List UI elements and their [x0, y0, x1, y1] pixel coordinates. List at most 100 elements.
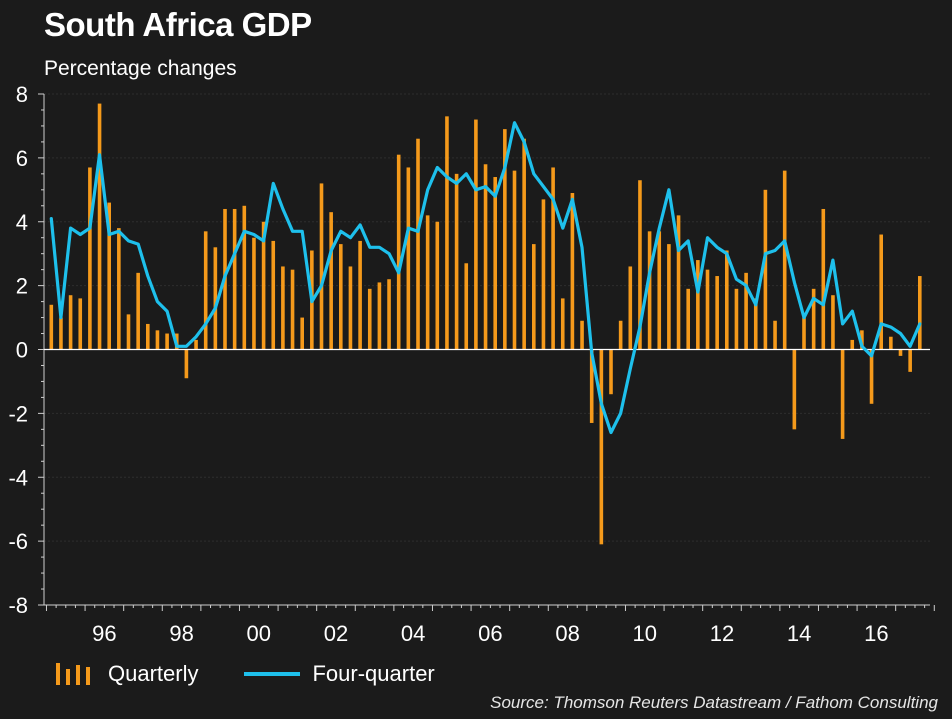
x-tick-label: 06 [478, 621, 502, 646]
quarterly-bar [396, 154, 401, 350]
quarterly-bar [213, 247, 218, 350]
quarterly-bar [898, 349, 903, 356]
quarterly-bar [589, 349, 594, 423]
quarterly-bar [831, 295, 835, 350]
y-tick-label: 8 [16, 82, 28, 107]
quarterly-bar [609, 349, 613, 395]
quarterly-bar [850, 339, 855, 350]
quarterly-bar [503, 129, 507, 350]
quarterly-bar [551, 167, 555, 350]
quarterly-bar [811, 288, 816, 350]
source-note: Source: Thomson Reuters Datastream / Fat… [490, 693, 938, 712]
x-tick-label: 08 [555, 621, 579, 646]
quarterly-bar [445, 116, 449, 350]
y-tick-label: -6 [8, 529, 28, 554]
legend-item-four-quarter[interactable]: Four-quarter [244, 661, 435, 687]
quarterly-bar [821, 208, 826, 350]
quarterly-bar [271, 240, 276, 350]
y-tick-label: 0 [16, 338, 28, 363]
quarterly-bars-icon [56, 663, 96, 685]
quarterly-bar [329, 212, 333, 350]
quarterly-bar [406, 167, 411, 350]
quarterly-bar [155, 330, 160, 350]
quarterly-bar [319, 183, 324, 350]
chart-title: South Africa GDP [44, 6, 312, 43]
quarterly-bar [97, 103, 102, 350]
quarterly-bar [117, 228, 121, 350]
quarterly-bar [773, 320, 777, 350]
x-tick-label: 12 [710, 621, 734, 646]
quarterly-bar [686, 288, 690, 350]
quarterly-bar [435, 221, 440, 350]
x-tick-label: 04 [401, 621, 425, 646]
quarterly-bar [532, 244, 536, 350]
quarterly-bar [146, 323, 150, 350]
quarterly-bar [300, 317, 304, 350]
quarterly-bar [753, 298, 758, 350]
quarterly-bar [599, 349, 604, 545]
quarterly-bar [667, 244, 671, 350]
quarterly-bar [725, 250, 729, 350]
quarterly-bar [734, 288, 739, 350]
four-quarter-line-icon [244, 672, 301, 676]
quarterly-bar [763, 189, 768, 350]
quarterly-bar [232, 208, 237, 350]
x-tick-label: 00 [247, 621, 271, 646]
quarterly-bar [367, 288, 372, 350]
quarterly-bar [49, 304, 54, 350]
quarterly-bar [126, 314, 131, 350]
quarterly-bar [290, 269, 295, 350]
quarterly-bar [869, 349, 874, 404]
quarterly-bar [184, 349, 189, 379]
quarterly-bar [638, 180, 642, 350]
legend-label-four-quarter: Four-quarter [312, 661, 435, 686]
quarterly-bar [541, 199, 546, 350]
quarterly-bar [464, 263, 469, 350]
quarterly-bar [628, 266, 633, 350]
quarterly-bar [474, 119, 478, 350]
quarterly-bar [136, 272, 140, 350]
y-tick-label: 6 [16, 146, 28, 171]
quarterly-bar [918, 276, 922, 350]
x-tick-label: 02 [324, 621, 348, 646]
quarterly-bar [203, 231, 208, 350]
quarterly-bar [194, 339, 198, 350]
y-tick-label: -8 [8, 593, 28, 618]
quarterly-bar [59, 317, 63, 350]
quarterly-bar [618, 320, 623, 350]
quarterly-bar [879, 234, 883, 350]
quarterly-bar [483, 164, 488, 350]
quarterly-bar [252, 237, 256, 350]
quarterly-bar [377, 282, 382, 350]
quarterly-bar [493, 177, 497, 350]
quarterly-bar [647, 231, 652, 350]
y-tick-label: -4 [8, 465, 28, 490]
quarterly-bar [560, 298, 565, 350]
quarterly-bar [889, 336, 893, 350]
quarterly-bar [676, 215, 681, 350]
quarterly-bar [860, 330, 864, 350]
quarterly-bar [512, 170, 517, 350]
legend-label-quarterly: Quarterly [108, 661, 199, 686]
quarterly-bar [657, 231, 662, 350]
y-tick-label: -2 [8, 401, 28, 426]
four-quarter-line [49, 121, 922, 435]
quarterly-bar [570, 193, 575, 350]
quarterly-bar [88, 167, 92, 350]
quarterly-bar [107, 202, 111, 350]
quarterly-bar [339, 244, 343, 350]
chart-subtitle: Percentage changes [44, 57, 237, 80]
legend-item-quarterly[interactable]: Quarterly [56, 661, 198, 687]
quarterly-bar [454, 173, 459, 350]
x-tick-label: 16 [864, 621, 888, 646]
quarterly-bar [68, 295, 73, 350]
quarterly-bar [416, 138, 420, 350]
quarterly-bar [165, 333, 169, 350]
quarterly-bar [705, 269, 710, 350]
quarterly-bar [261, 221, 266, 350]
quarterly-bar [281, 266, 285, 350]
quarterly-bar [242, 205, 247, 350]
x-tick-label: 96 [92, 621, 116, 646]
quarterly-bar [696, 260, 700, 350]
